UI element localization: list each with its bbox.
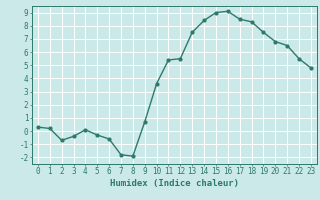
X-axis label: Humidex (Indice chaleur): Humidex (Indice chaleur) <box>110 179 239 188</box>
